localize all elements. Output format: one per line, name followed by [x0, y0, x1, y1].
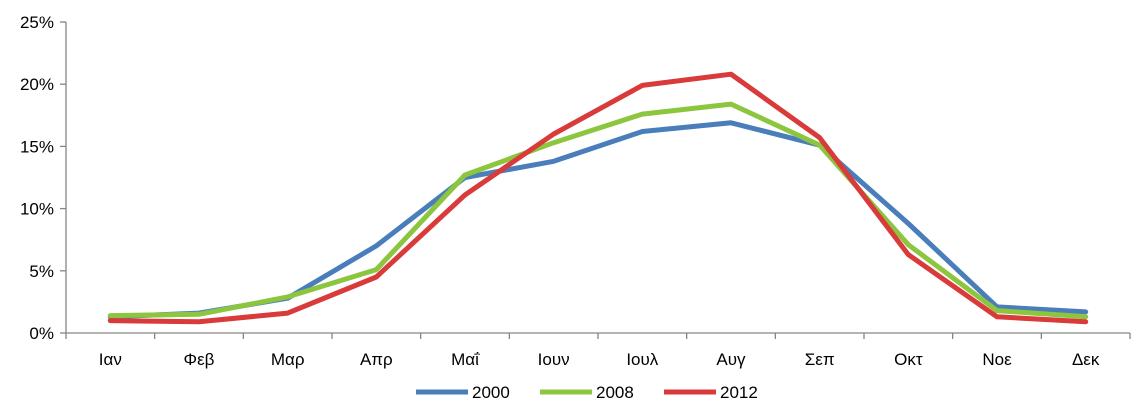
x-tick-label: Απρ [360, 350, 393, 369]
y-tick-label: 20% [20, 75, 54, 94]
series-line-2012 [107, 71, 1089, 325]
x-tick-label: Σεπ [805, 350, 835, 369]
x-tick-label: Ιαν [99, 350, 122, 369]
x-tick-label: Οκτ [894, 350, 923, 369]
x-tick-label: Δεκ [1072, 350, 1100, 369]
y-tick-label: 0% [29, 324, 54, 343]
x-axis-ticks: Ιαν Φεβ Μαρ Απρ Μαΐ Ιουν Ιουλ Αυγ Σεπ Οκτ Νοε Δεκ [65, 333, 1131, 369]
series-line-2000 [107, 120, 1089, 320]
series-lines [107, 71, 1089, 325]
series-line-2008 [107, 101, 1089, 320]
legend-label-2000: 2000 [472, 383, 510, 402]
y-tick-label: 25% [20, 13, 54, 32]
y-tick-label: 5% [29, 262, 54, 281]
x-tick-label: Ιουλ [626, 350, 658, 369]
x-tick-label: Νοε [982, 350, 1012, 369]
legend-label-2012: 2012 [720, 383, 758, 402]
y-axis-ticks: 0% 5% 10% 15% 20% 25% [20, 13, 66, 343]
y-tick-label: 10% [20, 200, 54, 219]
legend: 2000 2008 2012 [416, 383, 758, 402]
legend-label-2008: 2008 [596, 383, 634, 402]
x-tick-label: Μαρ [271, 350, 305, 369]
x-tick-label: Φεβ [184, 350, 215, 369]
x-tick-label: Ιουν [538, 350, 570, 369]
x-tick-label: Αυγ [716, 350, 746, 369]
y-tick-label: 15% [20, 137, 54, 156]
x-tick-label: Μαΐ [451, 350, 480, 369]
